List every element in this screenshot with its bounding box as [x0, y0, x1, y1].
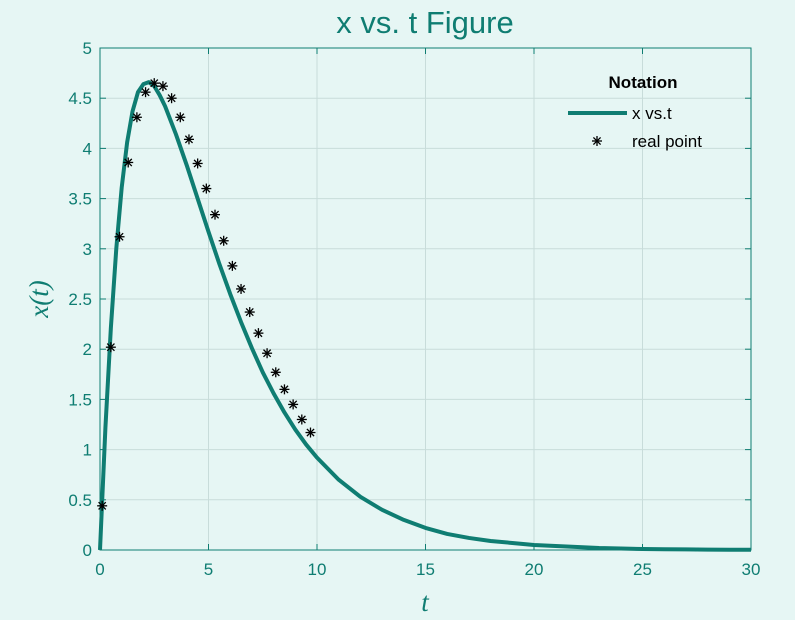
real-point-marker — [218, 235, 229, 246]
y-axis-label: x(t) — [24, 280, 54, 318]
y-tick-label: 5 — [83, 39, 92, 58]
real-point-marker — [288, 399, 299, 410]
real-point-marker — [114, 231, 125, 242]
y-tick-label: 1 — [83, 441, 92, 460]
legend: Notation x vs.t real point — [568, 73, 702, 151]
x-tick-label: 25 — [633, 560, 652, 579]
y-tick-label: 1.5 — [68, 390, 92, 409]
real-point-marker — [140, 87, 151, 98]
ticks: 0 5 10 15 20 25 30 0 0.5 1 1.5 2 2.5 3 3.5 4 4.5 5 — [68, 39, 760, 579]
real-point-marker — [201, 183, 212, 194]
real-point-marker — [105, 342, 116, 353]
real-point-marker — [97, 500, 108, 511]
x-tick-label: 20 — [525, 560, 544, 579]
y-tick-label: 4 — [83, 139, 92, 158]
real-point-marker — [123, 157, 134, 168]
y-tick-label: 3 — [83, 240, 92, 259]
real-point-marker — [296, 414, 307, 425]
x-tick-label: 15 — [416, 560, 435, 579]
real-point-marker — [270, 367, 281, 378]
real-point-marker — [227, 260, 238, 271]
series — [97, 78, 752, 552]
legend-line-label: x vs.t — [632, 104, 672, 123]
x-tick-label: 30 — [742, 560, 761, 579]
real-point-marker — [131, 112, 142, 123]
real-point-marker — [210, 209, 221, 220]
real-point-marker — [192, 158, 203, 169]
y-tick-label: 2.5 — [68, 290, 92, 309]
legend-marker-swatch — [592, 136, 602, 146]
x-tick-label: 0 — [95, 560, 104, 579]
x-tick-label: 5 — [204, 560, 213, 579]
real-point-marker — [305, 427, 316, 438]
y-tick-label: 0.5 — [68, 491, 92, 510]
y-tick-label: 4.5 — [68, 89, 92, 108]
chart-title: x vs. t Figure — [336, 5, 513, 40]
y-tick-label: 0 — [83, 541, 92, 560]
real-point-marker — [279, 384, 290, 395]
real-point-marker — [236, 283, 247, 294]
real-point-marker — [149, 78, 160, 89]
x-tick-label: 10 — [308, 560, 327, 579]
real-point-marker — [183, 134, 194, 145]
y-tick-label: 3.5 — [68, 190, 92, 209]
real-point-marker — [244, 307, 255, 318]
real-point-marker — [175, 112, 186, 123]
legend-marker-label: real point — [632, 132, 702, 151]
y-tick-label: 2 — [83, 340, 92, 359]
x-axis-label: t — [421, 587, 430, 617]
legend-title: Notation — [609, 73, 678, 92]
legend-star-icon — [592, 136, 602, 146]
real-point-marker — [166, 93, 177, 104]
series-line-x-vs-t — [98, 80, 752, 552]
real-point-marker — [253, 328, 264, 339]
grid — [100, 48, 751, 550]
real-point-marker — [262, 348, 273, 359]
real-point-marker — [157, 81, 168, 92]
